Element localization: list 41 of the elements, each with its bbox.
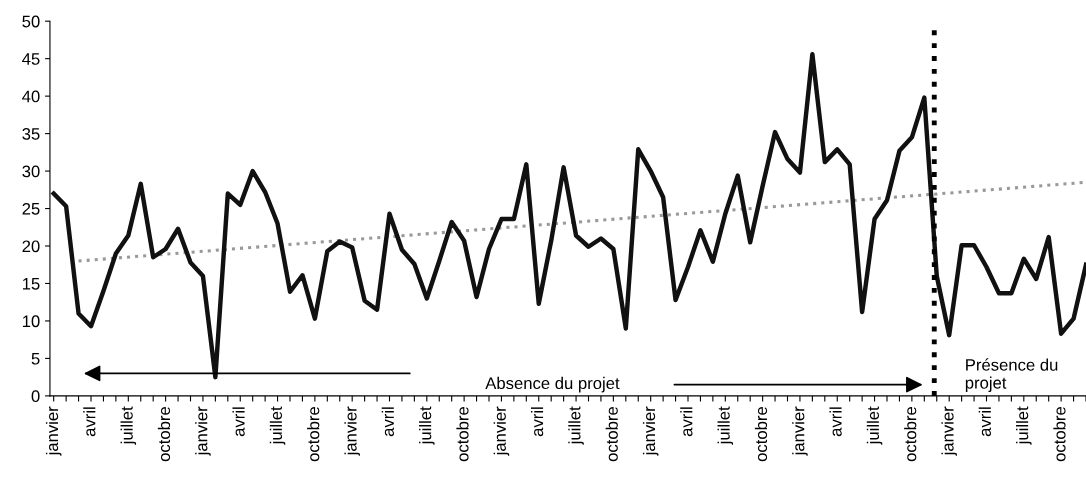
x-tick-label: avril (381, 407, 394, 437)
x-tick-label: octobre (307, 407, 320, 462)
y-tick-label: 40 (22, 90, 40, 103)
x-tick-label: janvier (493, 406, 510, 456)
x-tick-label: juillet (717, 406, 734, 445)
x-tick-label: avril (232, 407, 245, 437)
x-tick-label: octobre (605, 407, 618, 462)
y-tick-label: 25 (22, 202, 40, 215)
x-tick-label: octobre (456, 407, 469, 462)
annotation: Absence du projet (485, 376, 620, 393)
x-tick-label: avril (978, 407, 991, 437)
x-tick-label: octobre (754, 407, 768, 462)
x-tick-label: avril (530, 407, 544, 437)
y-tick-label: 45 (22, 53, 40, 65)
y-tick-label: 10 (22, 315, 40, 328)
x-tick-label: janvier (792, 406, 808, 456)
x-tick-label: octobre (1053, 407, 1066, 462)
x-tick-label: juillet (568, 406, 584, 445)
y-tick-label: 15 (22, 278, 40, 290)
x-tick-label: juillet (1016, 406, 1032, 445)
annotation: Présence du projet (965, 358, 1058, 393)
y-tick-label: 35 (22, 128, 40, 140)
x-tick-label: avril (83, 407, 96, 437)
x-tick-label: juillet (419, 406, 435, 445)
x-tick-label: juillet (120, 406, 137, 445)
y-tick-label: 5 (31, 352, 40, 365)
x-tick-label: avril (680, 407, 693, 437)
x-tick-label: octobre (904, 407, 917, 462)
y-tick-label: 50 (22, 15, 40, 28)
x-tick-label: avril (829, 407, 842, 437)
x-tick-label: janvier (45, 406, 62, 456)
x-tick-label: juillet (866, 406, 883, 445)
x-tick-label: janvier (642, 406, 659, 456)
y-tick-label: 0 (31, 390, 40, 403)
y-tick-label: 20 (22, 240, 40, 253)
y-tick-label: 30 (22, 165, 40, 178)
x-tick-label: janvier (344, 406, 360, 456)
x-tick-label: juillet (269, 406, 286, 445)
x-tick-label: janvier (941, 406, 957, 456)
x-tick-label: janvier (195, 406, 211, 456)
x-tick-label: octobre (157, 407, 171, 462)
